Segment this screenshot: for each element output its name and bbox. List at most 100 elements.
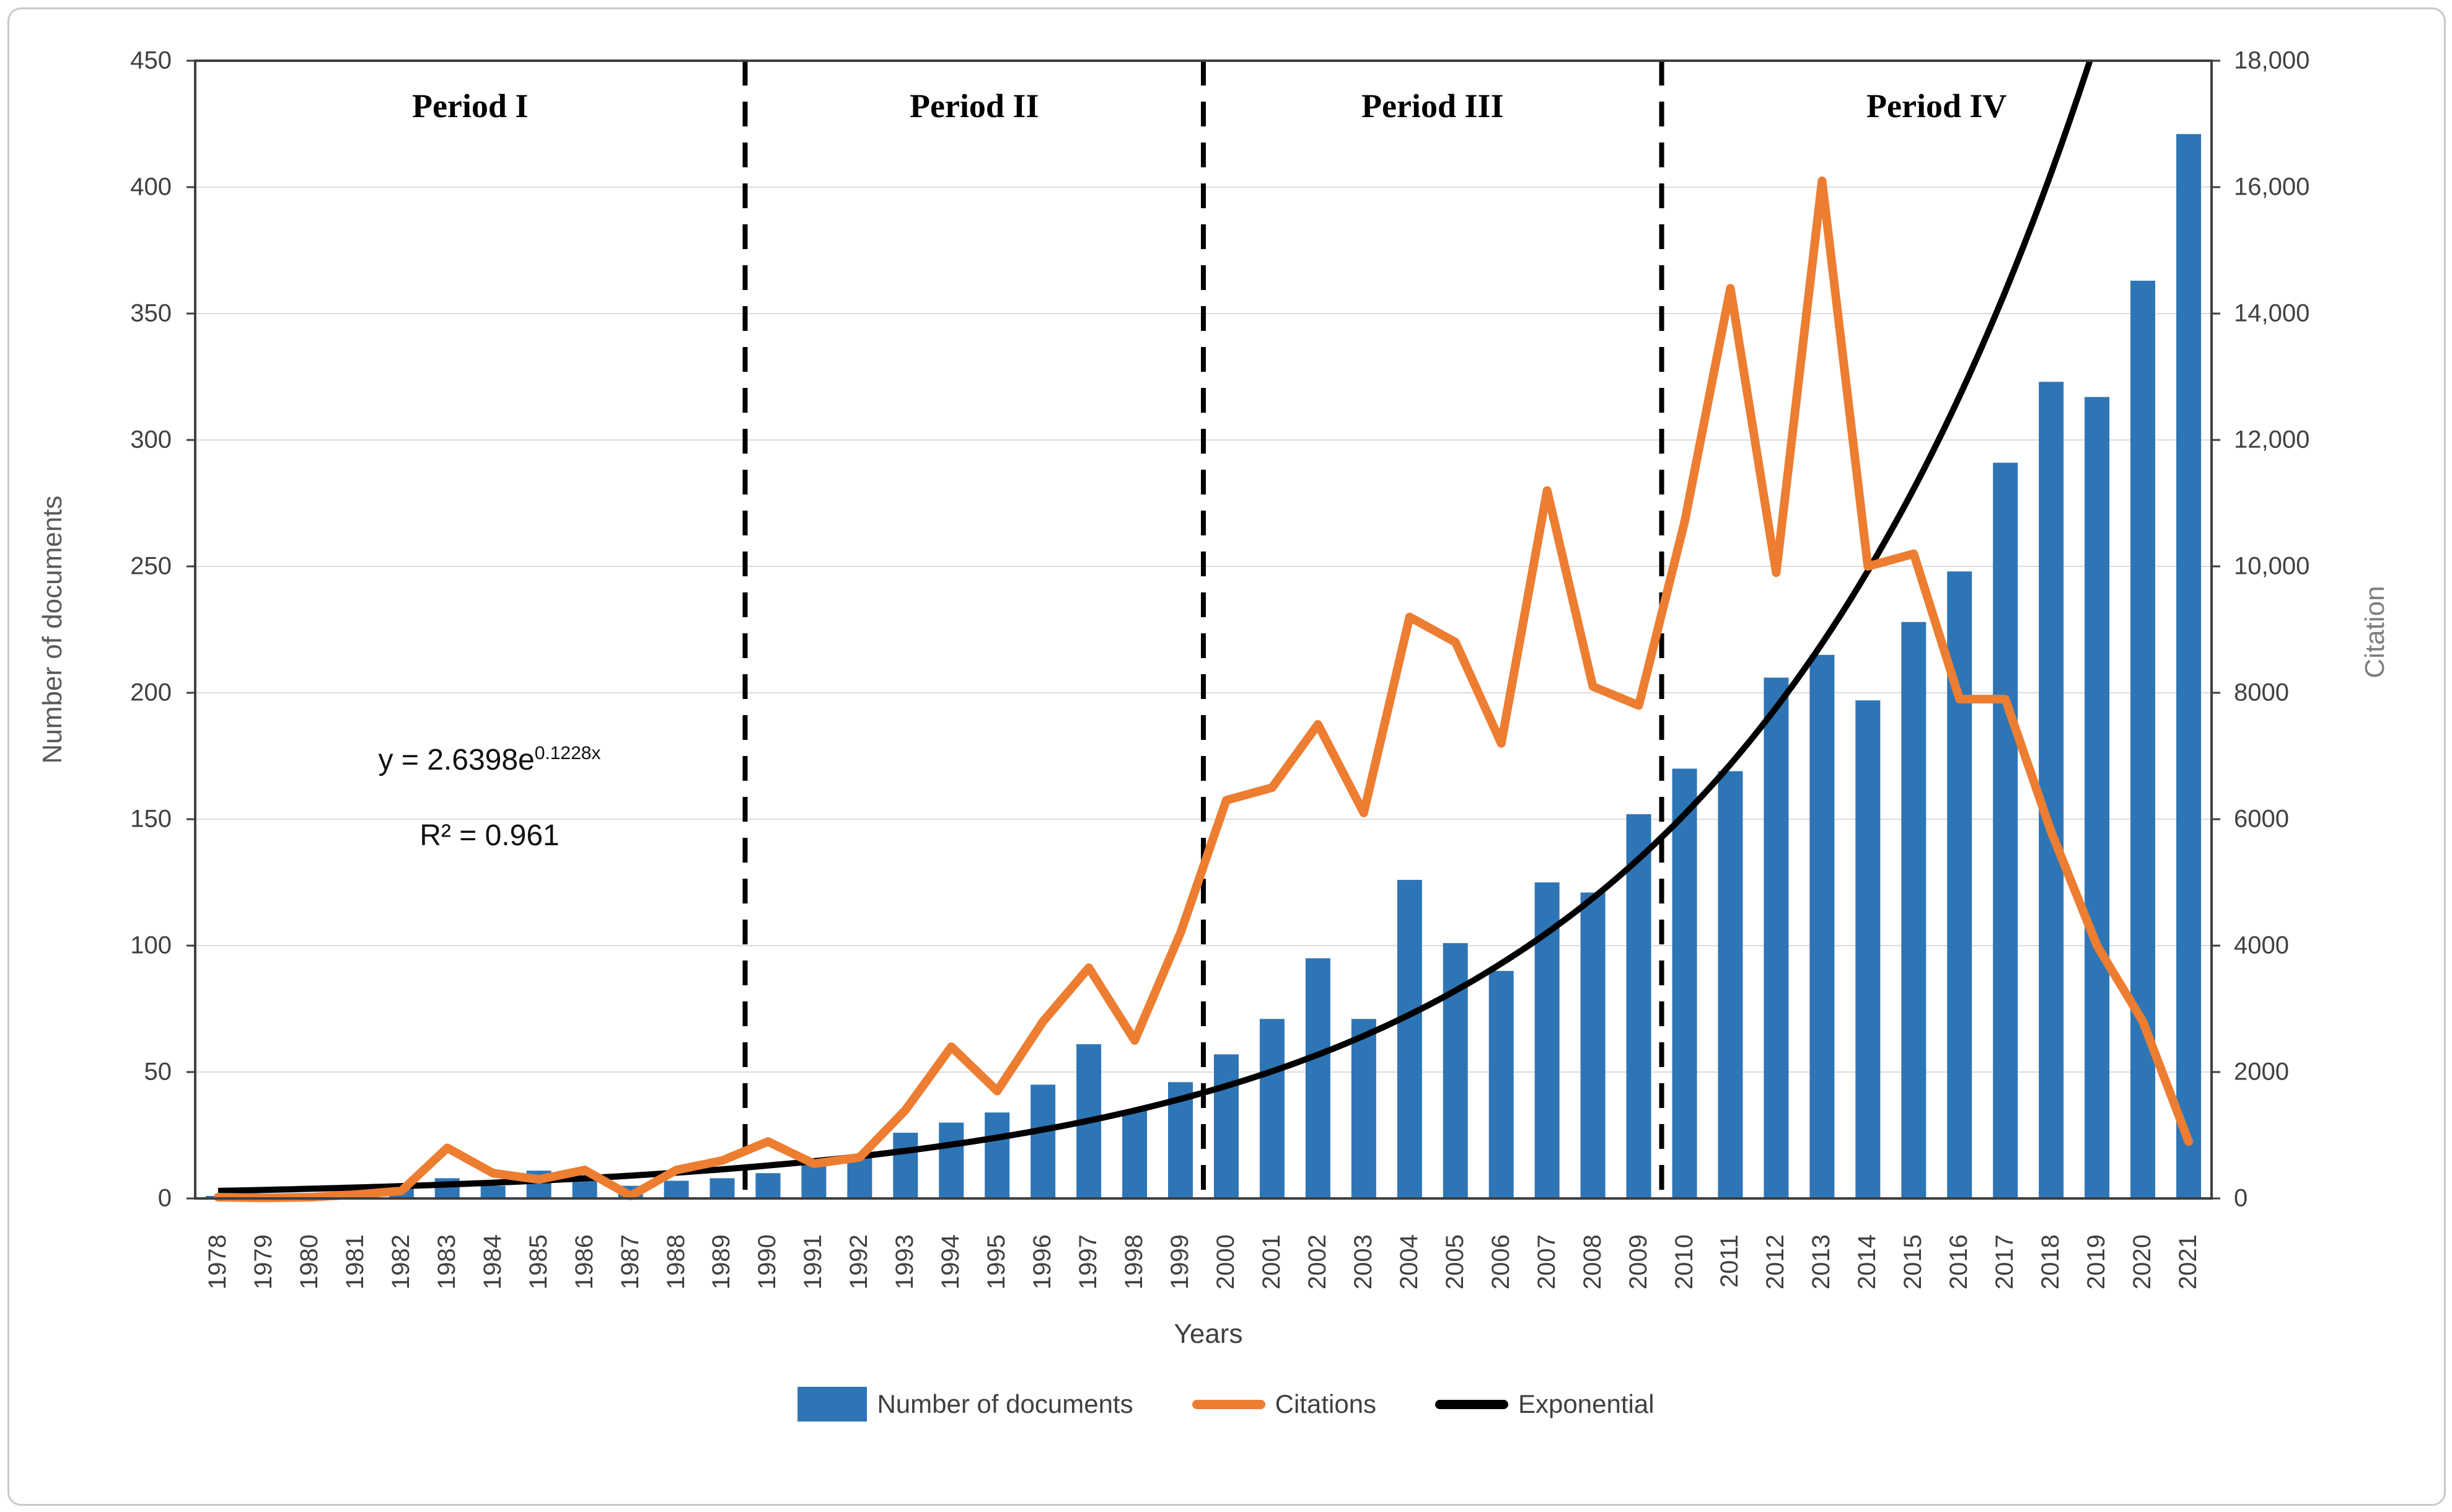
bar-1996 <box>1030 1084 1056 1198</box>
x-axis-year-label: 2020 <box>2129 1234 2156 1290</box>
left-axis-tick: 400 <box>130 173 172 201</box>
bar-2009 <box>1626 814 1651 1198</box>
bar-2013 <box>1809 654 1835 1198</box>
bar-2017 <box>1993 462 2018 1198</box>
x-axis-year-label: 2009 <box>1624 1234 1652 1290</box>
bar-1995 <box>985 1112 1010 1198</box>
bar-2000 <box>1213 1054 1239 1198</box>
x-axis-year-label: 1984 <box>478 1234 506 1290</box>
equation-exponent: 0.1228x <box>534 743 601 763</box>
x-axis-year-label: 2002 <box>1303 1234 1331 1290</box>
right-axis-tick: 6000 <box>2234 805 2289 833</box>
legend-item-number-of-documents: Number of documents <box>798 1387 1133 1422</box>
x-axis-year-label: 1981 <box>341 1234 369 1290</box>
x-axis-year-label: 2015 <box>1899 1234 1927 1290</box>
x-axis-year-label: 2008 <box>1578 1234 1606 1290</box>
x-axis-year-label: 1986 <box>570 1234 598 1290</box>
right-axis-tick: 18,000 <box>2234 46 2310 74</box>
right-axis-title: Citation <box>2360 586 2390 679</box>
bar-2003 <box>1351 1019 1376 1198</box>
x-axis-year-label: 1995 <box>983 1234 1011 1290</box>
left-axis-tick: 50 <box>144 1058 172 1086</box>
x-axis-year-label: 2021 <box>2174 1234 2202 1290</box>
bar-2005 <box>1443 943 1468 1198</box>
x-axis-year-label: 2001 <box>1257 1234 1285 1290</box>
bar-1984 <box>480 1185 506 1198</box>
left-axis-tick: 450 <box>130 46 172 74</box>
period-3-label: Period III <box>1361 87 1504 125</box>
bar-2010 <box>1672 768 1697 1198</box>
x-axis-year-label: 2010 <box>1670 1234 1698 1290</box>
x-axis-year-label: 1987 <box>616 1234 644 1290</box>
left-axis-tick: 350 <box>130 299 172 327</box>
bar-1993 <box>893 1132 918 1198</box>
x-axis-year-label: 2019 <box>2083 1234 2111 1290</box>
bar-2006 <box>1488 970 1514 1198</box>
left-axis-title: Number of documents <box>37 495 68 764</box>
right-axis-tick: 2000 <box>2234 1058 2289 1086</box>
legend-line-swatch-icon <box>1192 1399 1265 1409</box>
x-axis-year-label: 2006 <box>1487 1234 1514 1290</box>
x-axis-year-label: 1996 <box>1029 1234 1057 1290</box>
bar-2011 <box>1718 771 1743 1198</box>
left-axis-tick: 200 <box>130 679 172 706</box>
x-axis-year-label: 1993 <box>891 1234 919 1290</box>
period-4-label: Period IV <box>1866 87 2007 125</box>
x-axis-year-label: 1999 <box>1166 1234 1194 1290</box>
left-axis-tick: 300 <box>130 426 172 454</box>
legend-line-swatch-icon <box>1435 1399 1509 1409</box>
bar-2014 <box>1855 700 1881 1198</box>
legend-label: Exponential <box>1518 1389 1654 1418</box>
x-axis-year-label: 2018 <box>2037 1234 2065 1290</box>
x-axis-year-label: 2004 <box>1395 1234 1423 1290</box>
bar-2012 <box>1764 677 1789 1198</box>
bar-1998 <box>1122 1110 1148 1198</box>
bar-1992 <box>847 1158 872 1198</box>
right-axis-tick: 12,000 <box>2234 426 2310 454</box>
legend-item-citations: Citations <box>1192 1389 1376 1419</box>
left-axis-tick: 150 <box>130 805 172 833</box>
equation-line: y = 2.6398e0.1228x <box>378 743 601 776</box>
bar-1990 <box>755 1173 781 1198</box>
right-axis-tick: 0 <box>2234 1184 2248 1212</box>
x-axis-year-label: 2005 <box>1441 1234 1469 1290</box>
x-axis-year-label: 2012 <box>1762 1234 1790 1290</box>
bar-1989 <box>710 1178 735 1198</box>
x-axis-year-label: 1979 <box>249 1234 277 1290</box>
right-axis-tick: 16,000 <box>2234 173 2310 201</box>
x-axis-year-label: 2011 <box>1716 1234 1744 1288</box>
x-axis-year-label: 2016 <box>1945 1234 1973 1290</box>
left-axis-tick: 0 <box>157 1184 172 1212</box>
bar-2001 <box>1259 1019 1285 1198</box>
citations-line <box>214 176 2193 1202</box>
x-axis-year-label: 2017 <box>1991 1234 2019 1290</box>
right-axis-tick: 4000 <box>2234 931 2289 959</box>
legend-item-exponential: Exponential <box>1435 1389 1654 1419</box>
x-axis-year-label: 1982 <box>387 1234 415 1290</box>
x-axis-year-label: 1989 <box>708 1234 736 1290</box>
left-axis-tick: 250 <box>130 552 172 580</box>
x-axis-year-label: 2013 <box>1808 1234 1835 1290</box>
x-axis-year-label: 1983 <box>433 1234 460 1290</box>
x-axis-year-label: 1988 <box>662 1234 690 1290</box>
legend-label: Citations <box>1275 1389 1377 1418</box>
right-axis-tick: 10,000 <box>2234 552 2310 580</box>
right-axis-tick: 8000 <box>2234 679 2289 706</box>
x-axis-year-label: 1992 <box>845 1234 873 1290</box>
bar-2002 <box>1305 958 1330 1198</box>
bar-2008 <box>1580 892 1606 1198</box>
legend-bar-swatch-icon <box>798 1387 868 1422</box>
x-axis-year-label: 1990 <box>754 1234 781 1290</box>
x-axis-year-label: 1994 <box>937 1234 965 1290</box>
bar-1994 <box>939 1122 964 1198</box>
r-squared-line: R² = 0.961 <box>420 819 560 852</box>
x-axis-year-label: 1991 <box>799 1234 827 1290</box>
trendline-equation: y = 2.6398e0.1228x R² = 0.961 <box>379 716 601 874</box>
x-axis-year-label: 2000 <box>1211 1234 1239 1290</box>
bar-1991 <box>801 1163 827 1198</box>
plot-frame <box>194 59 2213 1200</box>
x-axis-title: Years <box>1174 1319 1243 1349</box>
bar-2015 <box>1901 622 1927 1198</box>
period-1-label: Period I <box>411 87 529 125</box>
